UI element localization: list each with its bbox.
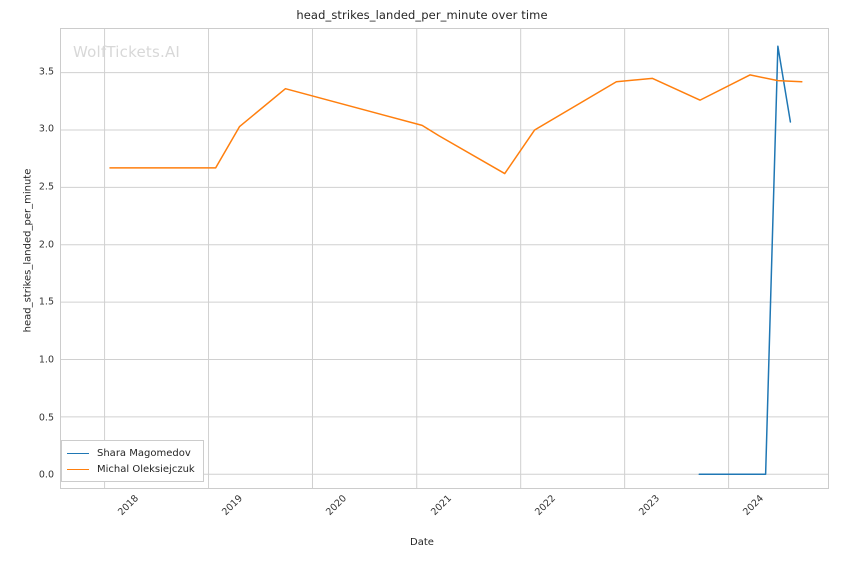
watermark-text: WolfTickets.AI: [73, 43, 181, 61]
x-tick-label: 2023: [637, 493, 663, 518]
data-lines: [61, 29, 828, 488]
chart-legend[interactable]: Shara Magomedov Michal Oleksiejczuk: [61, 440, 204, 482]
y-axis-tick-labels: 0.0 0.5 1.0 1.5 2.0 2.5 3.0 3.5: [4, 28, 54, 489]
y-tick-label: 0.5: [38, 412, 54, 424]
series-line-0: [699, 46, 790, 474]
legend-color-swatch: [67, 452, 89, 454]
chart-title: head_strikes_landed_per_minute over time: [296, 8, 548, 22]
legend-item-1[interactable]: Michal Oleksiejczuk: [67, 461, 195, 477]
legend-label: Shara Magomedov: [97, 447, 191, 459]
plot-area: WolfTickets.AI: [60, 28, 829, 489]
y-tick-label: 2.5: [38, 181, 54, 193]
gridlines: [61, 29, 828, 488]
y-tick-label: 2.0: [38, 239, 54, 251]
x-tick-label: 2022: [532, 493, 558, 518]
legend-color-swatch: [67, 468, 89, 470]
y-tick-label: 1.0: [38, 354, 54, 366]
x-tick-label: 2018: [115, 493, 141, 518]
legend-label: Michal Oleksiejczuk: [97, 463, 195, 475]
series-line-1: [110, 75, 802, 174]
x-axis-label: Date: [410, 537, 434, 548]
legend-item-0[interactable]: Shara Magomedov: [67, 445, 195, 461]
y-tick-label: 3.5: [38, 66, 54, 78]
y-tick-label: 1.5: [38, 296, 54, 308]
x-tick-label: 2024: [741, 493, 767, 518]
y-tick-label: 0.0: [38, 469, 54, 481]
x-tick-label: 2019: [219, 493, 245, 518]
x-axis-tick-labels: 2018 2019 2020 2021 2022 2023 2024: [60, 493, 829, 533]
y-tick-label: 3.0: [38, 123, 54, 135]
x-tick-label: 2021: [428, 493, 454, 518]
watermark-layer: WolfTickets.AI: [61, 29, 828, 488]
x-tick-label: 2020: [324, 493, 350, 518]
